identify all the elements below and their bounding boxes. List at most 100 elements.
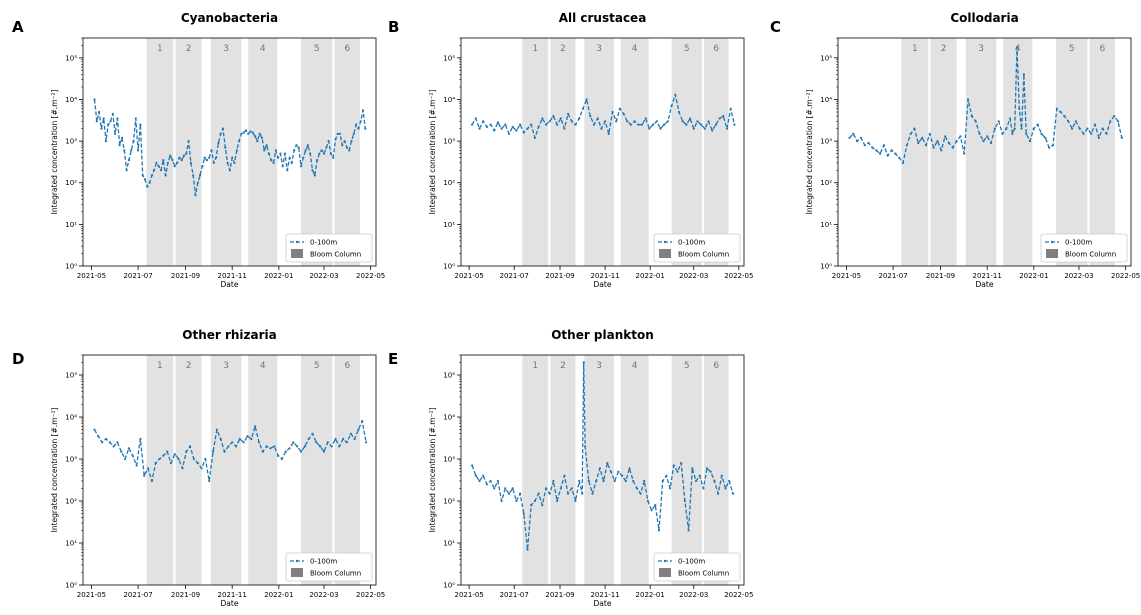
bloom-column-label: 6 xyxy=(713,44,719,54)
data-point xyxy=(274,149,277,152)
data-point xyxy=(299,165,303,168)
data-point xyxy=(100,127,103,130)
data-point xyxy=(548,492,551,495)
panel-c: C Collodaria 1 2 3 4 5 6 10⁰ 10¹ 10² 10³ 10⁴ 10⁵ 2021-… xyxy=(770,11,1140,289)
data-point xyxy=(702,487,705,490)
data-point xyxy=(177,457,180,461)
data-point xyxy=(254,425,257,428)
bloom-column-5 xyxy=(1056,38,1088,266)
data-point xyxy=(219,437,222,441)
data-point xyxy=(478,479,481,483)
x-tick-label: 2022-05 xyxy=(356,272,385,280)
legend-entry-series: 0-100m xyxy=(678,239,705,247)
bloom-column-label: 2 xyxy=(560,361,566,371)
data-point xyxy=(134,117,137,120)
data-point xyxy=(541,117,544,120)
data-point xyxy=(556,123,559,126)
data-point xyxy=(544,487,548,490)
data-point xyxy=(169,154,172,157)
data-point xyxy=(913,127,916,130)
y-tick-label: 10⁵ xyxy=(65,372,77,380)
data-point xyxy=(180,159,183,162)
data-point xyxy=(496,121,499,124)
data-point xyxy=(231,156,234,159)
data-point xyxy=(676,470,679,473)
data-point xyxy=(299,450,303,453)
y-tick-label: 10² xyxy=(443,179,455,187)
bloom-column-3 xyxy=(210,355,242,585)
data-point xyxy=(1009,117,1012,120)
data-point xyxy=(629,123,633,126)
data-point xyxy=(143,178,147,181)
data-point xyxy=(669,487,672,490)
data-point xyxy=(111,112,114,115)
legend-entry-series: 0-100m xyxy=(310,558,337,566)
y-tick-label: 10⁵ xyxy=(820,54,832,62)
bloom-column-2 xyxy=(550,38,576,266)
bloom-column-label: 6 xyxy=(1099,44,1105,54)
data-point xyxy=(283,152,287,155)
legend-entry-series: 0-100m xyxy=(1065,239,1092,247)
y-tick-label: 10⁵ xyxy=(443,54,455,62)
data-point xyxy=(254,135,257,138)
data-point xyxy=(587,479,590,483)
bloom-column-label: 3 xyxy=(978,44,984,54)
data-point xyxy=(139,123,142,126)
bloom-column-label: 4 xyxy=(260,361,266,371)
panel-d: D Other rhizaria 1 2 3 4 5 6 10⁰ 10¹ 10² 10³ 10⁴ 10⁵ 2… xyxy=(12,328,385,608)
data-point xyxy=(185,450,188,453)
data-point xyxy=(93,428,96,431)
data-point xyxy=(622,112,625,115)
x-axis-label: Date xyxy=(976,280,994,289)
data-point xyxy=(327,140,330,143)
data-point xyxy=(1018,107,1021,110)
bloom-column-5 xyxy=(301,38,333,266)
y-tick-label: 10² xyxy=(65,498,77,506)
x-tick-label: 2021-11 xyxy=(218,591,247,599)
data-point xyxy=(215,428,218,431)
data-point xyxy=(1005,127,1008,130)
data-point xyxy=(1028,140,1032,143)
data-point xyxy=(1048,146,1051,149)
y-tick-label: 10⁰ xyxy=(443,582,455,590)
data-point xyxy=(924,144,928,147)
y-tick-label: 10³ xyxy=(65,456,77,464)
x-axis-label: Date xyxy=(594,280,612,289)
bloom-column-1 xyxy=(522,38,549,266)
data-point xyxy=(474,474,477,477)
data-point xyxy=(687,529,690,532)
panel-letter: D xyxy=(12,350,24,368)
data-point xyxy=(125,169,128,172)
x-tick-label: 2021-11 xyxy=(218,272,247,280)
data-point xyxy=(655,120,658,123)
bloom-column-label: 1 xyxy=(157,44,163,54)
data-point xyxy=(659,127,662,130)
y-tick-label: 10⁴ xyxy=(443,414,455,422)
bloom-column-label: 2 xyxy=(186,44,192,54)
y-tick-label: 10⁴ xyxy=(65,414,77,422)
data-point xyxy=(159,169,163,172)
data-point xyxy=(1074,120,1077,123)
data-point xyxy=(633,120,636,123)
data-point xyxy=(533,136,537,139)
data-point xyxy=(338,445,341,448)
data-point xyxy=(1071,127,1074,130)
data-point xyxy=(585,98,588,101)
data-point xyxy=(724,487,727,490)
y-axis-label: Integrated concentration [#.m⁻²] xyxy=(50,408,59,533)
y-tick-label: 10⁰ xyxy=(820,263,832,271)
data-point xyxy=(683,499,687,503)
data-point xyxy=(341,144,344,147)
data-point xyxy=(109,120,112,123)
data-point xyxy=(279,152,282,155)
legend-bloom-swatch xyxy=(291,249,303,258)
x-tick-label: 2021-07 xyxy=(500,272,529,280)
data-point xyxy=(189,161,192,164)
data-point xyxy=(731,492,735,495)
data-point xyxy=(322,152,326,155)
data-point xyxy=(293,149,296,152)
data-point xyxy=(882,144,886,147)
data-point xyxy=(1090,132,1093,135)
data-point xyxy=(978,132,981,135)
data-point xyxy=(624,479,627,483)
